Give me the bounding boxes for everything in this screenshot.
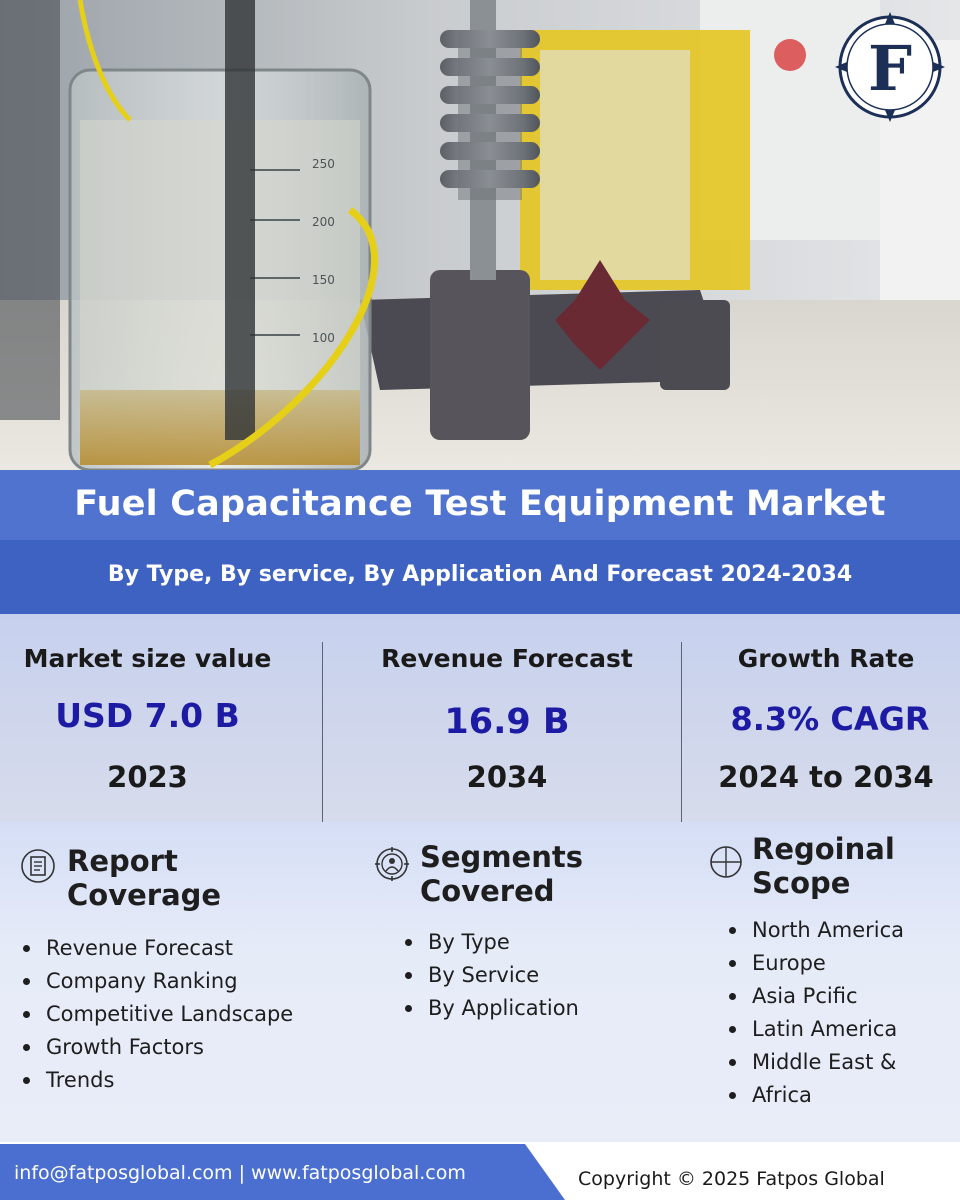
target-people-icon	[375, 847, 409, 881]
list-item: By Service	[402, 959, 579, 992]
list-item: By Type	[402, 926, 579, 959]
report-coverage-list: Revenue Forecast Company Ranking Competi…	[20, 932, 293, 1097]
stats-panel: Market size value USD 7.0 B 2023 Revenue…	[0, 614, 960, 824]
section-heading: Regoinal Scope	[752, 832, 895, 900]
regional-list: North America Europe Asia Pcific Latin A…	[726, 914, 904, 1112]
list-item: Trends	[20, 1064, 293, 1097]
report-coverage-section: Report Coverage Revenue Forecast Company…	[0, 822, 360, 1142]
stat-label: Revenue Forecast	[381, 644, 633, 673]
heading-line: Coverage	[67, 878, 222, 912]
heading-line: Regoinal	[752, 832, 895, 866]
svg-text:200: 200	[312, 215, 335, 229]
logo-letter: F	[868, 32, 912, 105]
list-item: Company Ranking	[20, 965, 293, 998]
subtitle-band: By Type, By service, By Application And …	[0, 540, 960, 614]
heading-line: Covered	[420, 874, 555, 908]
crosshair-icon	[710, 846, 742, 878]
title-band: Fuel Capacitance Test Equipment Market	[0, 470, 960, 540]
section-heading: Segments Covered	[420, 840, 583, 908]
stat-year: 2034	[466, 760, 548, 794]
coverage-panel: Report Coverage Revenue Forecast Company…	[0, 822, 960, 1142]
stat-market-size: Market size value USD 7.0 B 2023	[0, 614, 295, 822]
stat-growth-rate: Growth Rate 8.3% CAGR 2024 to 2034	[692, 614, 960, 822]
stat-value: 8.3% CAGR	[730, 700, 930, 738]
stat-divider	[681, 642, 682, 824]
lab-equipment-image: 250 200 150 100	[0, 0, 960, 470]
segments-list: By Type By Service By Application	[402, 926, 579, 1025]
stat-revenue-forecast: Revenue Forecast 16.9 B 2034	[352, 614, 662, 822]
contact-band: info@fatposglobal.com | www.fatposglobal…	[0, 1144, 565, 1200]
contact-links[interactable]: info@fatposglobal.com | www.fatposglobal…	[14, 1162, 466, 1184]
stat-label: Growth Rate	[737, 644, 915, 673]
segments-section: Segments Covered By Type By Service By A…	[360, 822, 690, 1142]
page-title: Fuel Capacitance Test Equipment Market	[74, 484, 886, 524]
list-item: Growth Factors	[20, 1031, 293, 1064]
heading-line: Report	[67, 844, 178, 878]
svg-text:100: 100	[312, 331, 335, 345]
svg-text:250: 250	[312, 157, 335, 171]
list-item: Middle East &	[726, 1046, 904, 1079]
stat-label: Market size value	[23, 644, 272, 673]
fatpos-logo: F	[835, 12, 945, 122]
hero-photo: 250 200 150 100	[0, 0, 960, 470]
list-item: North America	[726, 914, 904, 947]
stat-divider	[322, 642, 323, 824]
stat-value: USD 7.0 B	[55, 696, 240, 735]
regional-scope-section: Regoinal Scope North America Europe Asia…	[690, 822, 960, 1142]
section-heading: Report Coverage	[67, 844, 221, 912]
page-subtitle: By Type, By service, By Application And …	[107, 562, 853, 587]
list-item: Latin America	[726, 1013, 904, 1046]
copyright-text: Copyright © 2025 Fatpos Global	[578, 1168, 885, 1190]
list-item: Africa	[726, 1079, 904, 1112]
stat-year: 2024 to 2034	[718, 760, 934, 794]
heading-line: Scope	[752, 866, 851, 900]
list-item: Competitive Landscape	[20, 998, 293, 1031]
stat-year: 2023	[107, 760, 188, 794]
heading-line: Segments	[420, 840, 583, 874]
svg-text:150: 150	[312, 273, 335, 287]
document-icon	[21, 849, 55, 883]
footer: info@fatposglobal.com | www.fatposglobal…	[0, 1142, 960, 1200]
list-item: Europe	[726, 947, 904, 980]
stat-value: 16.9 B	[444, 702, 570, 742]
list-item: Asia Pcific	[726, 980, 904, 1013]
list-item: Revenue Forecast	[20, 932, 293, 965]
list-item: By Application	[402, 992, 579, 1025]
